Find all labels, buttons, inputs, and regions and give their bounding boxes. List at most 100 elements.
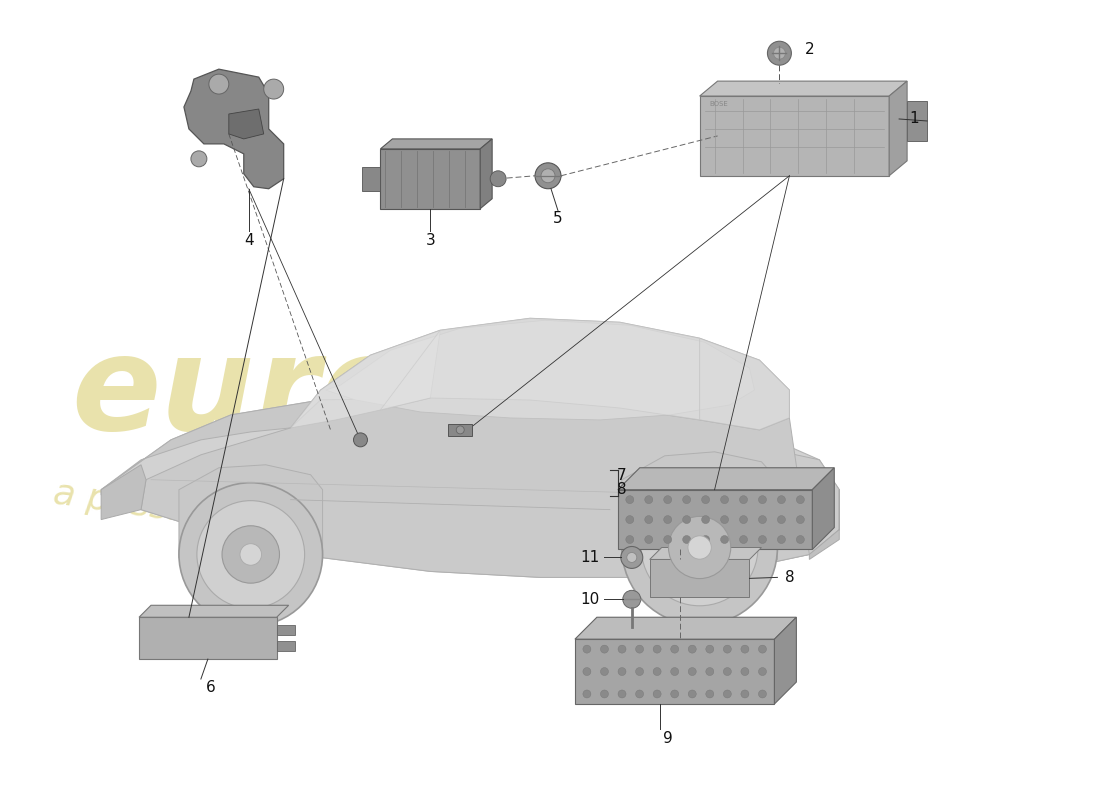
Text: 11: 11 <box>581 550 600 565</box>
Polygon shape <box>179 465 322 594</box>
Circle shape <box>645 496 652 504</box>
Text: 3: 3 <box>426 233 436 248</box>
Polygon shape <box>810 490 839 559</box>
Circle shape <box>601 645 608 653</box>
Polygon shape <box>326 320 755 420</box>
Circle shape <box>618 690 626 698</box>
Circle shape <box>773 47 785 59</box>
Circle shape <box>796 496 804 504</box>
Polygon shape <box>618 468 834 490</box>
Circle shape <box>759 535 767 543</box>
Circle shape <box>683 496 691 504</box>
Circle shape <box>583 667 591 675</box>
Polygon shape <box>481 139 492 209</box>
Circle shape <box>683 515 691 523</box>
Circle shape <box>759 667 767 675</box>
Circle shape <box>702 496 710 504</box>
Text: a passion for parts since 1985: a passion for parts since 1985 <box>52 477 596 586</box>
Polygon shape <box>774 618 796 704</box>
Circle shape <box>688 536 712 559</box>
Circle shape <box>724 667 732 675</box>
Circle shape <box>653 690 661 698</box>
Polygon shape <box>700 81 908 96</box>
Circle shape <box>689 690 696 698</box>
Polygon shape <box>141 398 810 578</box>
Text: 9: 9 <box>663 731 672 746</box>
Circle shape <box>636 645 644 653</box>
Polygon shape <box>710 445 839 565</box>
Circle shape <box>706 645 714 653</box>
Circle shape <box>663 515 672 523</box>
Circle shape <box>636 667 644 675</box>
Circle shape <box>197 501 305 608</box>
Circle shape <box>739 515 748 523</box>
Circle shape <box>456 426 464 434</box>
Circle shape <box>739 496 748 504</box>
Polygon shape <box>575 618 796 639</box>
Circle shape <box>759 690 767 698</box>
Circle shape <box>720 535 728 543</box>
Circle shape <box>663 496 672 504</box>
Polygon shape <box>290 330 440 428</box>
Circle shape <box>741 667 749 675</box>
Circle shape <box>179 482 322 626</box>
Circle shape <box>663 535 672 543</box>
Circle shape <box>706 667 714 675</box>
Polygon shape <box>139 606 288 618</box>
Polygon shape <box>363 167 381 190</box>
Circle shape <box>671 667 679 675</box>
Circle shape <box>583 690 591 698</box>
Circle shape <box>583 645 591 653</box>
Polygon shape <box>381 139 492 149</box>
Circle shape <box>240 544 262 566</box>
Circle shape <box>778 496 785 504</box>
Circle shape <box>653 645 661 653</box>
Circle shape <box>541 169 556 182</box>
Circle shape <box>264 79 284 99</box>
Text: 5: 5 <box>553 211 563 226</box>
Polygon shape <box>101 398 839 578</box>
Circle shape <box>768 42 791 65</box>
Polygon shape <box>618 490 812 550</box>
Polygon shape <box>650 547 761 559</box>
Polygon shape <box>101 400 320 490</box>
Circle shape <box>601 690 608 698</box>
Circle shape <box>353 433 367 447</box>
Circle shape <box>645 515 652 523</box>
Circle shape <box>671 645 679 653</box>
Circle shape <box>724 690 732 698</box>
Circle shape <box>621 470 778 626</box>
Polygon shape <box>184 69 284 189</box>
Circle shape <box>535 163 561 189</box>
Circle shape <box>491 170 506 186</box>
Circle shape <box>741 690 749 698</box>
Polygon shape <box>449 424 472 436</box>
Circle shape <box>739 535 748 543</box>
Circle shape <box>653 667 661 675</box>
Polygon shape <box>812 468 834 550</box>
Circle shape <box>623 590 641 608</box>
Circle shape <box>191 151 207 167</box>
Polygon shape <box>290 318 790 430</box>
Circle shape <box>759 645 767 653</box>
Circle shape <box>759 496 767 504</box>
Circle shape <box>618 645 626 653</box>
Polygon shape <box>700 96 889 176</box>
Circle shape <box>627 553 637 562</box>
Circle shape <box>689 645 696 653</box>
Text: euro: euro <box>72 330 410 457</box>
Text: 2: 2 <box>804 42 814 57</box>
Circle shape <box>759 515 767 523</box>
Polygon shape <box>889 81 908 176</box>
Text: 4: 4 <box>244 233 254 248</box>
Circle shape <box>796 515 804 523</box>
Polygon shape <box>650 559 749 598</box>
Polygon shape <box>101 465 146 519</box>
Polygon shape <box>139 618 277 659</box>
Text: 1: 1 <box>910 111 918 126</box>
Circle shape <box>626 535 634 543</box>
Circle shape <box>636 690 644 698</box>
Polygon shape <box>700 338 790 430</box>
Text: 8: 8 <box>784 570 794 585</box>
Polygon shape <box>621 452 778 598</box>
